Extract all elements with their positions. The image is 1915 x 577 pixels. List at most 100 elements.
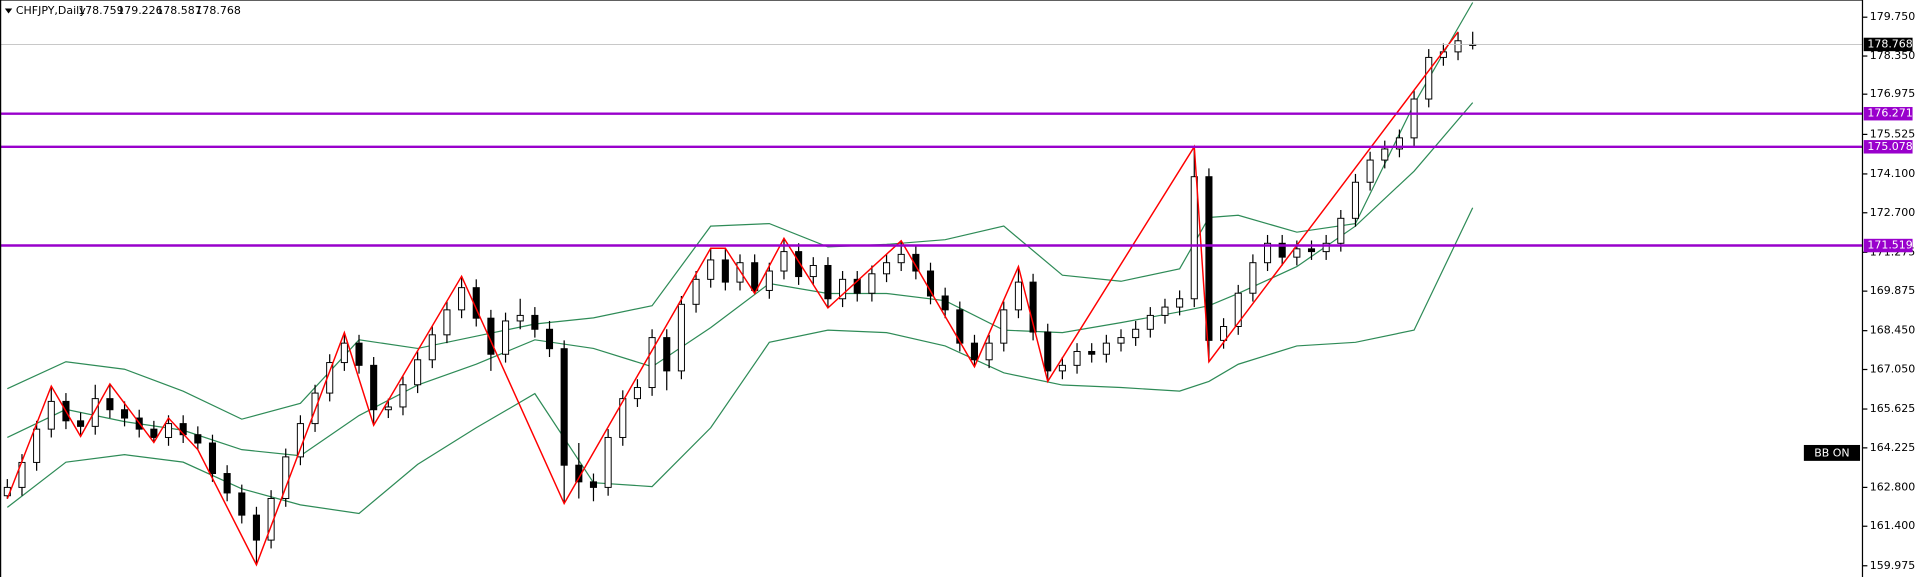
candle-body <box>1234 292 1242 327</box>
candle-body <box>91 398 99 427</box>
candle-body <box>751 262 759 291</box>
candle-body <box>1425 56 1433 100</box>
ohlc-close: 178.768 <box>195 4 240 17</box>
candle-body <box>1307 248 1316 253</box>
candle-body <box>985 342 993 361</box>
candle-body <box>1220 326 1228 341</box>
candle-body <box>1190 176 1198 300</box>
current-price-label: 178.768 <box>1867 37 1912 50</box>
candle-body <box>47 400 55 430</box>
candle-body <box>502 320 510 355</box>
candle-body <box>765 270 773 291</box>
candle-body <box>1058 364 1066 372</box>
candle-body <box>1102 342 1110 355</box>
y-tick-label: 172.700 <box>1870 206 1915 219</box>
level-tag <box>1863 238 1913 253</box>
candle-body <box>1029 281 1037 333</box>
candle-body <box>604 436 612 488</box>
candle-body <box>1088 350 1096 355</box>
candle-body <box>1161 306 1169 316</box>
candle-body <box>1351 181 1360 219</box>
candle-body <box>1146 314 1154 330</box>
candle-body <box>677 303 685 372</box>
candle-body <box>883 262 891 275</box>
candle-body <box>619 398 627 438</box>
candle-body <box>545 328 554 350</box>
candle-body <box>443 309 451 336</box>
candle-body <box>970 342 979 361</box>
candle-body <box>1000 309 1008 344</box>
y-tick-label: 179.750 <box>1870 10 1915 23</box>
candle-body <box>780 251 788 272</box>
candle-body <box>941 295 949 311</box>
y-tick-label: 178.350 <box>1870 49 1915 62</box>
candle-body <box>795 251 803 278</box>
indicator-label: BB ON <box>1814 447 1849 460</box>
candle-body <box>1278 242 1286 258</box>
candle-body <box>340 342 348 364</box>
candle-body <box>824 264 832 300</box>
candle-body <box>1044 331 1052 372</box>
level-tag <box>1863 106 1913 121</box>
candle-body <box>1454 40 1462 53</box>
candle-body <box>1117 337 1125 344</box>
candle-body <box>77 420 85 427</box>
candle-body <box>106 398 114 411</box>
candle-body <box>121 409 129 419</box>
candle-body <box>868 273 876 294</box>
candle-body <box>1293 248 1301 258</box>
candle-body <box>252 514 260 541</box>
y-tick-label: 174.100 <box>1870 167 1915 180</box>
candle-body <box>150 428 158 438</box>
current-price-tag <box>1863 37 1913 52</box>
candle-body <box>912 253 920 272</box>
candle-body <box>1176 298 1184 308</box>
candle-body <box>370 364 378 411</box>
ohlc-low: 178.587 <box>156 4 201 17</box>
candle-body <box>164 423 173 438</box>
candle-body <box>1395 137 1403 150</box>
symbol-label: CHFJPY,Daily <box>16 4 86 17</box>
bollinger-upper <box>7 2 1474 420</box>
candle-body <box>1366 159 1374 183</box>
y-tick-label: 168.450 <box>1870 324 1915 337</box>
candle-body <box>648 337 656 389</box>
candle-body <box>1337 217 1345 244</box>
candle-body <box>663 337 671 372</box>
candle-body <box>458 287 466 311</box>
candle-body <box>355 342 363 366</box>
candle-body <box>956 309 964 344</box>
candle-body <box>707 259 715 280</box>
y-tick-label: 164.225 <box>1870 441 1915 454</box>
y-tick-label: 169.875 <box>1870 284 1915 297</box>
y-tick-label: 165.625 <box>1870 402 1915 415</box>
candle-body <box>296 423 304 458</box>
candle-body <box>1410 98 1418 139</box>
candle-body <box>809 264 817 278</box>
y-tick-label: 175.525 <box>1870 127 1915 140</box>
candle-body <box>1205 176 1213 341</box>
indicator-badge <box>1803 444 1861 461</box>
level-label: 171.519 <box>1867 239 1912 252</box>
candle-body <box>194 434 202 444</box>
candle-body <box>1132 328 1140 339</box>
candle-body <box>1322 242 1330 253</box>
candle-body <box>853 278 861 294</box>
y-tick-label: 162.800 <box>1870 480 1915 493</box>
level-label: 176.271 <box>1867 107 1912 120</box>
candle-body <box>926 270 935 297</box>
candle-body <box>839 278 847 300</box>
menu-triangle[interactable] <box>4 8 13 14</box>
y-tick-label: 161.400 <box>1870 519 1915 532</box>
candle-body <box>33 428 41 463</box>
candle-body <box>736 262 744 283</box>
candle-body <box>516 314 524 322</box>
candle-body <box>414 359 422 386</box>
candle-body <box>692 278 700 305</box>
zigzag-line <box>6 31 1459 567</box>
ohlc-open: 178.759 <box>78 4 123 17</box>
candle-body <box>384 406 392 411</box>
